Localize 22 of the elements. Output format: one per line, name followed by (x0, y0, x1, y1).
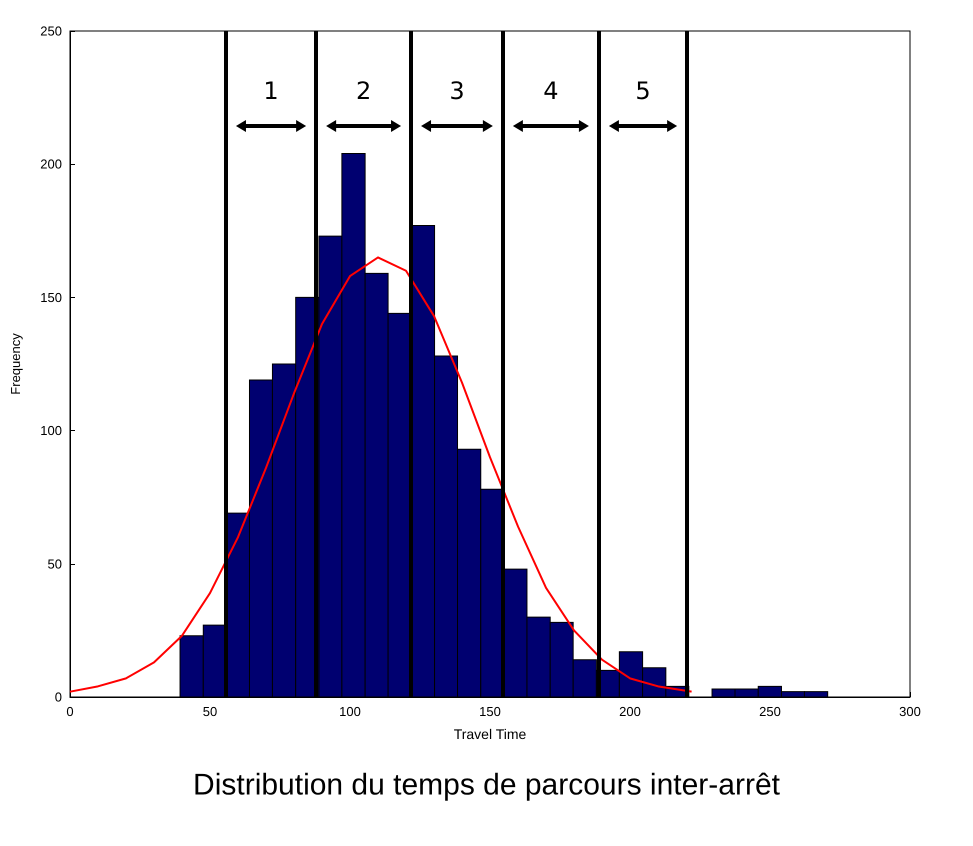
y-tick-label: 250 (40, 24, 62, 38)
y-tick-label: 0 (54, 690, 62, 704)
y-tick-label: 50 (48, 556, 62, 572)
annotation: 2 (356, 77, 372, 105)
annotation: 3 (449, 77, 465, 105)
line-series (69, 256, 693, 693)
annotation: 1 (263, 77, 279, 105)
annotation: 5 (635, 77, 651, 105)
annotation: 4 (543, 77, 559, 105)
text: Distribution du temps de parcours inter-arrêt (193, 768, 781, 802)
x-axis-title: Travel Time (454, 726, 527, 742)
y-tick-label: 200 (40, 156, 62, 172)
y-tick-label: 100 (40, 423, 62, 438)
x-tick-label: 100 (339, 704, 361, 719)
x-tick-label: 200 (619, 704, 641, 719)
x-tick-label: 0 (66, 704, 74, 719)
y-tick-label: 150 (40, 290, 62, 305)
y-axis-title: Frequency (8, 332, 23, 395)
x-tick-label: 50 (202, 704, 218, 719)
x-tick-label: 150 (479, 704, 501, 719)
x-tick-label: 250 (759, 704, 781, 719)
x-tick-label: 300 (899, 704, 921, 719)
